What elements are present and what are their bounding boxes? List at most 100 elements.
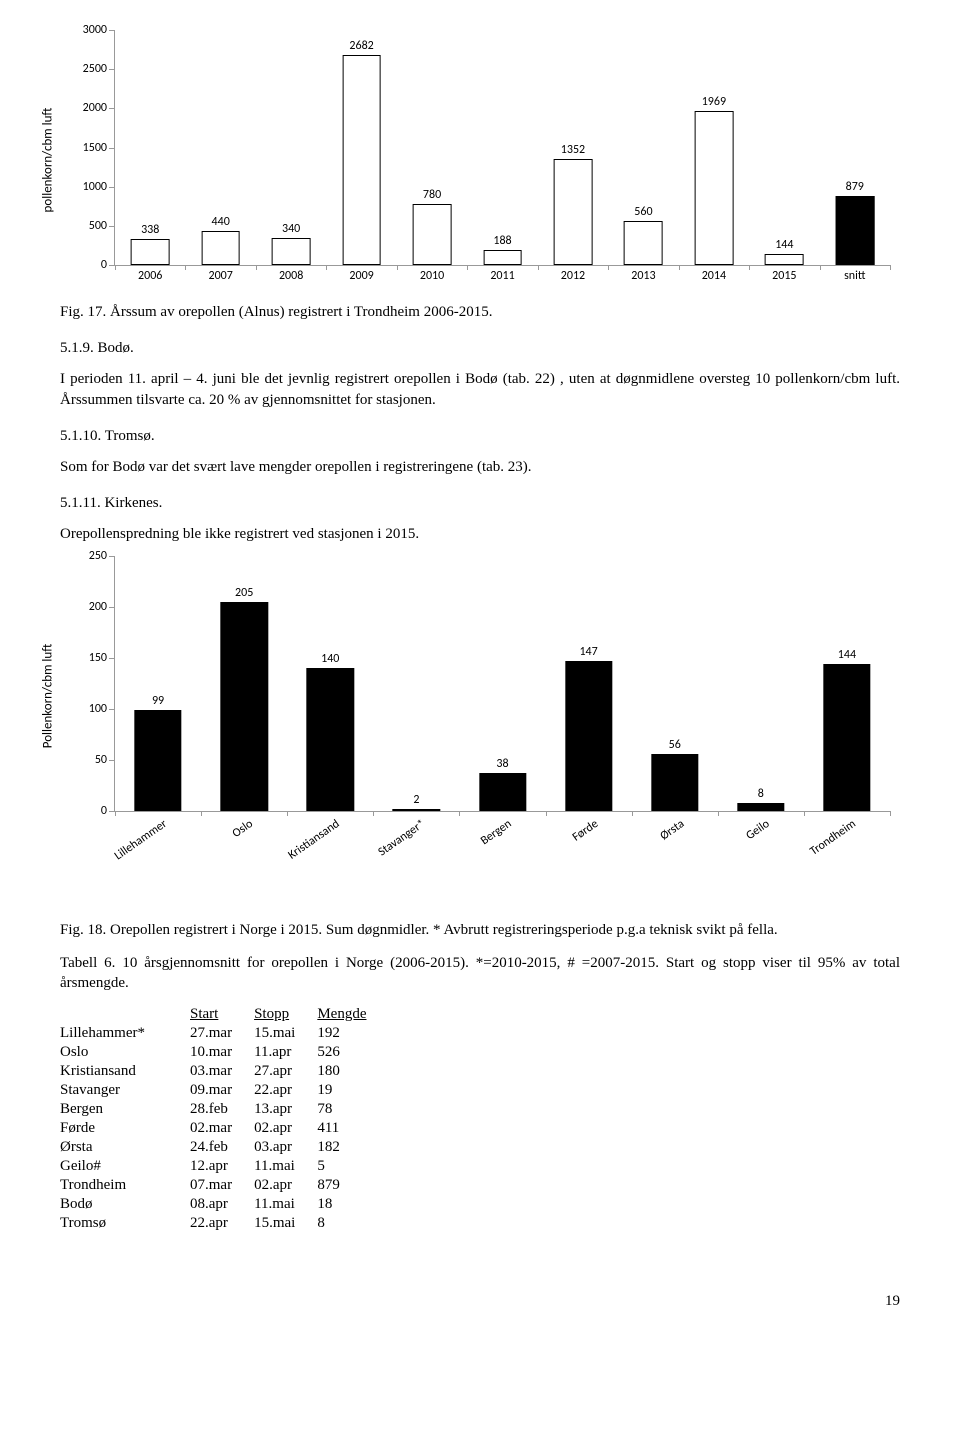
chart1-ytick-label: 1500	[83, 141, 107, 155]
chart1-xtick-label: 2007	[209, 269, 233, 283]
chart1-xtick-label: 2008	[279, 269, 303, 283]
table-cell: 11.mai	[254, 1195, 317, 1214]
table-row: Geilo#12.apr11.mai5	[60, 1157, 388, 1176]
chart2-bar: 38	[479, 556, 526, 811]
table-column-header: Mengde	[317, 1005, 388, 1024]
table-cell: 22.apr	[254, 1081, 317, 1100]
chart2-ytick-label: 250	[89, 549, 107, 563]
table-cell: 15.mai	[254, 1214, 317, 1233]
section-5111-title: 5.1.11. Kirkenes.	[60, 495, 900, 512]
chart2-bar: 56	[651, 556, 698, 811]
table-row: Bergen28.feb13.apr78	[60, 1100, 388, 1119]
chart1-xtick-label: 2013	[631, 269, 655, 283]
table-cell: 11.mai	[254, 1157, 317, 1176]
chart1-bar-value: 879	[846, 180, 864, 194]
table-cell: Tromsø	[60, 1214, 190, 1233]
chart1-bar-value: 1352	[561, 143, 585, 157]
table-cell: 28.feb	[190, 1100, 254, 1119]
chart2-bar: 205	[220, 556, 267, 811]
chart2-bar-value: 205	[235, 586, 253, 600]
table-cell: 02.apr	[254, 1119, 317, 1138]
chart2-bar: 8	[737, 556, 784, 811]
chart1-bar-value: 2682	[349, 39, 373, 53]
chart1-xtick-label: 2011	[490, 269, 514, 283]
table-cell: 09.mar	[190, 1081, 254, 1100]
table-cell: 03.apr	[254, 1138, 317, 1157]
table-cell: 5	[317, 1157, 388, 1176]
table-column-header	[60, 1005, 190, 1024]
chart2-bar: 144	[823, 556, 870, 811]
chart2-bar-value: 56	[669, 738, 681, 752]
table-cell: 08.apr	[190, 1195, 254, 1214]
section-519-title: 5.1.9. Bodø.	[60, 340, 900, 357]
chart2-bar-value: 2	[413, 793, 419, 807]
chart2-bar: 140	[307, 556, 354, 811]
table-cell: 24.feb	[190, 1138, 254, 1157]
table-row: Stavanger09.mar22.apr19	[60, 1081, 388, 1100]
table-cell: 18	[317, 1195, 388, 1214]
chart1-bar: 879	[835, 30, 874, 265]
table-cell: 180	[317, 1062, 388, 1081]
chart1-ytick-label: 2000	[83, 101, 107, 115]
table-cell: 11.apr	[254, 1043, 317, 1062]
chart1-xtick-label: 2010	[420, 269, 444, 283]
table-cell: 182	[317, 1138, 388, 1157]
table-orepollen-norway: StartStoppMengde Lillehammer*27.mar15.ma…	[60, 1005, 388, 1233]
chart2-bar-value: 140	[321, 652, 339, 666]
chart2-bar-value: 147	[579, 645, 597, 659]
table-cell: 8	[317, 1214, 388, 1233]
table-cell: 03.mar	[190, 1062, 254, 1081]
table-row: Bodø08.apr11.mai18	[60, 1195, 388, 1214]
table-cell: Kristiansand	[60, 1062, 190, 1081]
table6-caption: Tabell 6. 10 årsgjennomsnitt for orepoll…	[60, 953, 900, 994]
table-row: Førde02.mar02.apr411	[60, 1119, 388, 1138]
table-cell: Ørsta	[60, 1138, 190, 1157]
table-column-header: Start	[190, 1005, 254, 1024]
table-cell: 411	[317, 1119, 388, 1138]
chart2-plot-area: 05010015020025099Lillehammer205Oslo140Kr…	[114, 556, 890, 812]
chart2-ytick-label: 100	[89, 702, 107, 716]
table-cell: 02.apr	[254, 1176, 317, 1195]
chart1-bar-value: 1969	[702, 95, 726, 109]
chart1-bar: 188	[483, 30, 522, 265]
table-cell: 12.apr	[190, 1157, 254, 1176]
table-cell: Førde	[60, 1119, 190, 1138]
table-cell: Trondheim	[60, 1176, 190, 1195]
table-row: Kristiansand03.mar27.apr180	[60, 1062, 388, 1081]
table-row: Ørsta24.feb03.apr182	[60, 1138, 388, 1157]
table-row: Tromsø22.apr15.mai8	[60, 1214, 388, 1233]
chart1-bar: 440	[201, 30, 240, 265]
page-number: 19	[60, 1293, 900, 1310]
chart2-xtick-label: Geilo	[744, 817, 773, 843]
chart1-bar: 560	[624, 30, 663, 265]
figure17-caption: Fig. 17. Årssum av orepollen (Alnus) reg…	[60, 302, 900, 322]
table-row: Oslo10.mar11.apr526	[60, 1043, 388, 1062]
table-cell: 13.apr	[254, 1100, 317, 1119]
table-cell: 02.mar	[190, 1119, 254, 1138]
table-cell: 07.mar	[190, 1176, 254, 1195]
chart1-bar-value: 338	[141, 223, 159, 237]
chart2-bar: 99	[134, 556, 181, 811]
chart1-xtick-label: 2009	[349, 269, 373, 283]
chart2-xtick-label: Førde	[570, 817, 601, 845]
chart2-bar-value: 38	[496, 757, 508, 771]
section-5111-body: Orepollenspredning ble ikke registrert v…	[60, 524, 900, 544]
chart2-bar-value: 144	[838, 648, 856, 662]
table-cell: 27.apr	[254, 1062, 317, 1081]
chart1-plot-area: 0500100015002000250030003382006440200734…	[114, 30, 890, 266]
table-cell: 22.apr	[190, 1214, 254, 1233]
table-row: Trondheim07.mar02.apr879	[60, 1176, 388, 1195]
chart2-ytick-label: 0	[101, 804, 107, 818]
chart2-ylabel: Pollenkorn/cbm luft	[41, 644, 56, 749]
chart1-xtick-label: 2006	[138, 269, 162, 283]
chart1-bar-value: 188	[493, 234, 511, 248]
chart2-ytick-label: 200	[89, 600, 107, 614]
chart-norway-stations: Pollenkorn/cbm luft 05010015020025099Lil…	[70, 556, 900, 836]
section-5110-body: Som for Bodø var det svært lave mengder …	[60, 457, 900, 477]
table-cell: 10.mar	[190, 1043, 254, 1062]
chart2-xtick-label: Oslo	[230, 817, 256, 841]
chart1-ytick-label: 1000	[83, 180, 107, 194]
chart2-ytick-label: 50	[95, 753, 107, 767]
chart1-bar: 780	[413, 30, 452, 265]
table-cell: Stavanger	[60, 1081, 190, 1100]
